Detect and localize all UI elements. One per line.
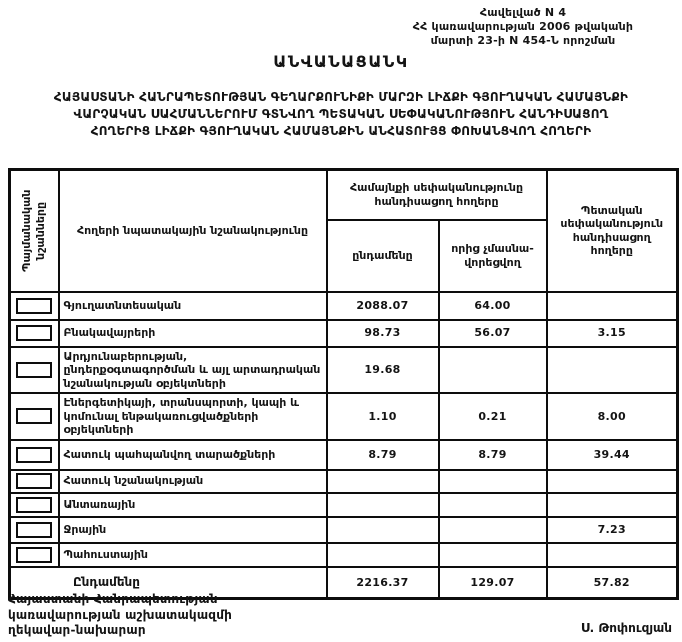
row-non-privatized-value — [437, 345, 548, 394]
row-total-value: 19.68 — [325, 345, 440, 394]
table-row: Արդյունաբերության, ընդերքօգտագործման և ա… — [8, 345, 679, 394]
row-total-value — [325, 491, 440, 518]
row-state-value: 3.15 — [545, 318, 679, 348]
heading-line-2: ՎԱՐՉԱԿԱՆ ՍԱՀՄԱՆՆԵՐՈՒՄ ԳՏՆՎՈՂ ՊԵՏԱԿԱՆ ՍԵՓ… — [73, 107, 609, 121]
row-label: Ջրային — [57, 515, 328, 544]
signatory-name: Ս. Թոփուզյան — [580, 621, 672, 635]
row-state-value — [545, 345, 679, 394]
row-non-privatized-value: 8.79 — [437, 438, 548, 471]
row-label: Էներգետիկայի, տրանսպորտի, կապի և կոմունա… — [57, 392, 328, 441]
signatory-line-1: Հայաստանի Հանրապետության — [8, 592, 218, 606]
column-header-community-group: Համայնքի սեփականությունը հանդիսացող հողե… — [325, 168, 548, 221]
row-non-privatized-value: 56.07 — [437, 318, 548, 348]
column-header-purpose: Հողերի նպատակային նշանակությունը — [57, 168, 328, 293]
legend-box-cell — [8, 468, 60, 494]
legend-box — [16, 361, 53, 378]
row-label: Հատուկ պահպանվող տարածքների — [57, 438, 328, 471]
legend-box — [16, 473, 53, 489]
legend-box — [16, 521, 53, 538]
signatory-line-2: կառավարության աշխատակազմի — [8, 607, 233, 622]
annex-line-1: Հավելված N 4 — [479, 6, 567, 19]
legend-box-cell — [8, 515, 60, 544]
total-row-non-privatized-value: 129.07 — [437, 565, 548, 600]
table-row: Ջրային 7.23 — [8, 515, 679, 544]
legend-box — [16, 297, 53, 314]
table-total-row: Ընդամենը 2216.37 129.07 57.82 — [8, 565, 679, 600]
table-row: Հատուկ նշանակության — [8, 468, 679, 494]
legend-box — [16, 446, 53, 463]
land-transfer-table: Պայմանական նշանները Հողերի նպատակային նշ… — [8, 168, 679, 600]
row-state-value: 39.44 — [545, 438, 679, 471]
legend-box-cell — [8, 345, 60, 394]
heading-line-1: ՀԱՅԱՍՏԱՆԻ ՀԱՆՐԱՊԵՏՈՒԹՅԱՆ ԳԵՂԱՐՔՈՒՆԻՔԻ ՄԱ… — [53, 90, 629, 104]
total-row-label: Ընդամենը — [8, 565, 328, 600]
row-state-value — [545, 541, 679, 568]
row-state-value: 8.00 — [545, 392, 679, 441]
row-non-privatized-value — [437, 541, 548, 568]
row-total-value: 2088.07 — [325, 290, 440, 321]
row-label: Անտառային — [57, 491, 328, 518]
annex-line-2: ՀՀ կառավարության 2006 թվականի — [412, 20, 634, 33]
table-row: Պահուստային — [8, 541, 679, 568]
annex-reference: Հավելված N 4 ՀՀ կառավարության 2006 թվակա… — [368, 6, 678, 48]
row-non-privatized-value — [437, 491, 548, 518]
row-total-value — [325, 515, 440, 544]
column-header-state: Պետական սեփականություն հանդիսացող հողերը — [545, 168, 679, 293]
column-header-total: ընդամենը — [325, 218, 440, 293]
legend-box-cell — [8, 438, 60, 471]
table-row: Գյուղատնտեսական 2088.07 64.00 — [8, 290, 679, 321]
row-label: Բնակավայրերի — [57, 318, 328, 348]
row-state-value — [545, 468, 679, 494]
row-label: Գյուղատնտեսական — [57, 290, 328, 321]
total-row-total-value: 2216.37 — [325, 565, 440, 600]
page-title: ԱՆՎԱՆԱՑԱՆԿ — [273, 52, 409, 71]
row-label: Հատուկ նշանակության — [57, 468, 328, 494]
row-non-privatized-value: 0.21 — [437, 392, 548, 441]
row-label: Պահուստային — [57, 541, 328, 568]
legend-box-cell — [8, 541, 60, 568]
column-header-non-privatized: որից չմասնա- վորեցվող — [437, 218, 548, 293]
row-total-value: 98.73 — [325, 318, 440, 348]
row-total-value — [325, 541, 440, 568]
row-label: Արդյունաբերության, ընդերքօգտագործման և ա… — [57, 345, 328, 394]
row-state-value — [545, 491, 679, 518]
legend-box — [16, 408, 53, 425]
row-total-value — [325, 468, 440, 494]
table-row: Էներգետիկայի, տրանսպորտի, կապի և կոմունա… — [8, 392, 679, 441]
total-row-state-value: 57.82 — [545, 565, 679, 600]
legend-box-cell — [8, 491, 60, 518]
heading-line-3: ՀՈՂԵՐԻՑ ԼԻՃՔԻ ԳՅՈՒՂԱԿԱՆ ՀԱՄԱՅՆՔԻՆ ԱՆՀԱՏՈ… — [90, 124, 592, 138]
row-non-privatized-value — [437, 468, 548, 494]
legend-box-cell — [8, 318, 60, 348]
row-total-value: 8.79 — [325, 438, 440, 471]
signatory-title: Հայաստանի Հանրապետության կառավարության ա… — [8, 592, 232, 639]
row-total-value: 1.10 — [325, 392, 440, 441]
table-row: Անտառային — [8, 491, 679, 518]
legend-box-cell — [8, 290, 60, 321]
row-state-value: 7.23 — [545, 515, 679, 544]
legend-box — [16, 496, 53, 513]
document-heading: ՀԱՅԱՍՏԱՆԻ ՀԱՆՐԱՊԵՏՈՒԹՅԱՆ ԳԵՂԱՐՔՈՒՆԻՔԻ ՄԱ… — [0, 89, 682, 140]
legend-box-cell — [8, 392, 60, 441]
row-state-value — [545, 290, 679, 321]
legend-box — [16, 546, 53, 563]
row-non-privatized-value: 64.00 — [437, 290, 548, 321]
legend-box — [16, 325, 53, 341]
signatory-line-3: ղեկավար-նախարար — [8, 623, 146, 637]
table-row: Հատուկ պահպանվող տարածքների 8.79 8.79 39… — [8, 438, 679, 471]
column-header-signs: Պայմանական նշանները — [8, 168, 60, 293]
row-non-privatized-value — [437, 515, 548, 544]
table-row: Բնակավայրերի 98.73 56.07 3.15 — [8, 318, 679, 348]
annex-line-3: մարտի 23-ի N 454-Ն որոշման — [430, 34, 616, 47]
